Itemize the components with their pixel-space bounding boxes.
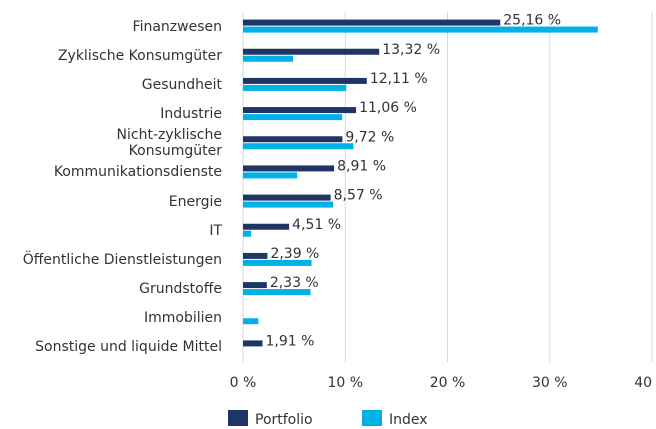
x-tick-label: 30 % [532, 375, 568, 391]
legend-swatch [362, 410, 382, 426]
bar [243, 340, 263, 347]
bar [243, 289, 311, 296]
value-label: 2,39 % [270, 246, 319, 262]
x-tick-label: 0 % [230, 375, 257, 391]
bar [243, 136, 343, 143]
bar [243, 77, 367, 84]
value-label: 1,91 % [266, 333, 315, 349]
value-label: 8,91 % [337, 158, 386, 174]
legend-swatch [228, 410, 248, 426]
bar [243, 172, 298, 179]
bar [243, 55, 294, 62]
category-label: Immobilien [143, 310, 222, 327]
x-tick-label: 20 % [430, 375, 466, 391]
bar [243, 282, 267, 289]
category-label: Grundstoffe [139, 281, 222, 298]
value-label: 9,72 % [345, 129, 394, 145]
value-label: 11,06 % [359, 100, 417, 116]
category-label: Industrie [160, 106, 222, 123]
category-label: Energie [168, 193, 222, 210]
legend-label: Index [389, 412, 428, 428]
bar [243, 114, 343, 121]
value-label: 25,16 % [503, 13, 561, 29]
category-label: Finanzwesen [132, 18, 222, 35]
bar [243, 84, 347, 91]
x-tick-label: 40 % [634, 375, 656, 391]
value-label: 13,32 % [382, 42, 440, 58]
value-label: 2,33 % [270, 275, 319, 291]
bar [243, 19, 501, 26]
bar [243, 48, 380, 55]
bar [243, 223, 290, 230]
bar [243, 252, 268, 259]
category-label: Öffentliche Dienstleistungen [22, 251, 222, 268]
value-label: 12,11 % [370, 71, 428, 87]
category-label: Sonstige und liquide Mittel [35, 339, 222, 356]
bar [243, 230, 252, 237]
bar [243, 201, 333, 208]
category-label: IT [209, 222, 222, 239]
bar [243, 194, 331, 201]
legend-label: Portfolio [255, 412, 313, 428]
bar [243, 318, 259, 325]
x-tick-label: 10 % [327, 375, 363, 391]
category-label: Kommunikationsdienste [53, 164, 222, 181]
category-label: Zyklische Konsumgüter [57, 47, 222, 64]
category-label: Nicht-zyklische Konsumgüter [116, 127, 222, 160]
bar [243, 259, 312, 266]
bar [243, 26, 598, 33]
bar [243, 143, 354, 150]
bar [243, 107, 357, 114]
bar [243, 165, 335, 172]
category-label: Gesundheit [141, 76, 222, 93]
value-label: 8,57 % [334, 188, 383, 204]
value-label: 4,51 % [292, 217, 341, 233]
